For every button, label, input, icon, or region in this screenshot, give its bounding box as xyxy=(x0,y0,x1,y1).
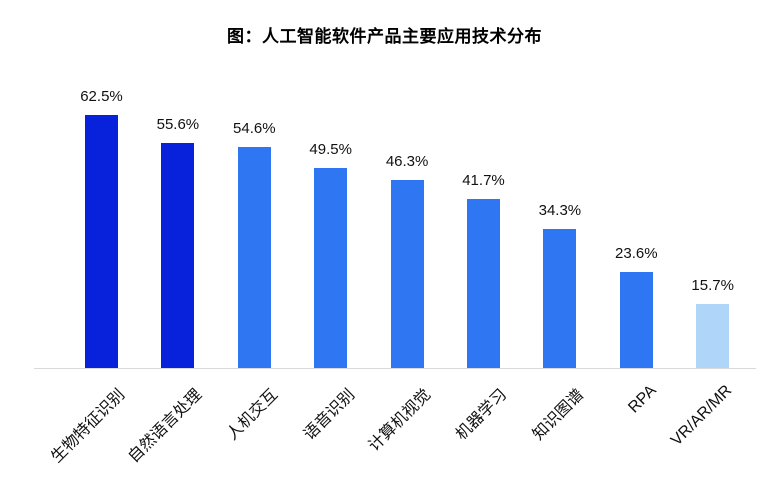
x-axis-line xyxy=(34,368,756,369)
x-axis-label: 机器学习 xyxy=(453,386,511,444)
bar xyxy=(161,143,195,368)
bar xyxy=(619,272,653,368)
bar xyxy=(237,147,271,368)
bar-value-label: 34.3% xyxy=(538,202,582,219)
x-axis-label: RPA xyxy=(624,382,660,417)
bar xyxy=(85,115,118,368)
bar xyxy=(467,199,500,368)
x-axis-label: 人机交互 xyxy=(224,386,282,444)
bar-value-label: 49.5% xyxy=(309,141,352,158)
bar xyxy=(543,229,577,368)
bar-value-label: 41.7% xyxy=(462,172,505,189)
x-axis-label: 计算机视觉 xyxy=(365,386,435,455)
bar-value-label: 62.5% xyxy=(80,88,123,105)
bar-value-label: 55.6% xyxy=(156,116,200,133)
bar xyxy=(390,180,424,368)
bar xyxy=(314,168,348,368)
x-axis-label: 生物特征识别 xyxy=(48,386,129,467)
x-axis-label: 自然语言处理 xyxy=(125,386,206,467)
x-axis-label: 知识图谱 xyxy=(529,386,588,444)
bar xyxy=(696,304,730,368)
bar-value-label: 46.3% xyxy=(385,153,429,170)
bar-value-label: 15.7% xyxy=(691,277,734,294)
bar-value-label: 23.6% xyxy=(615,245,658,262)
x-axis-label: VR/AR/MR xyxy=(668,382,736,450)
x-axis-label: 语音识别 xyxy=(300,386,358,444)
bar-value-label: 54.6% xyxy=(233,120,276,137)
chart-title: 图：人工智能软件产品主要应用技术分布 xyxy=(227,27,542,46)
